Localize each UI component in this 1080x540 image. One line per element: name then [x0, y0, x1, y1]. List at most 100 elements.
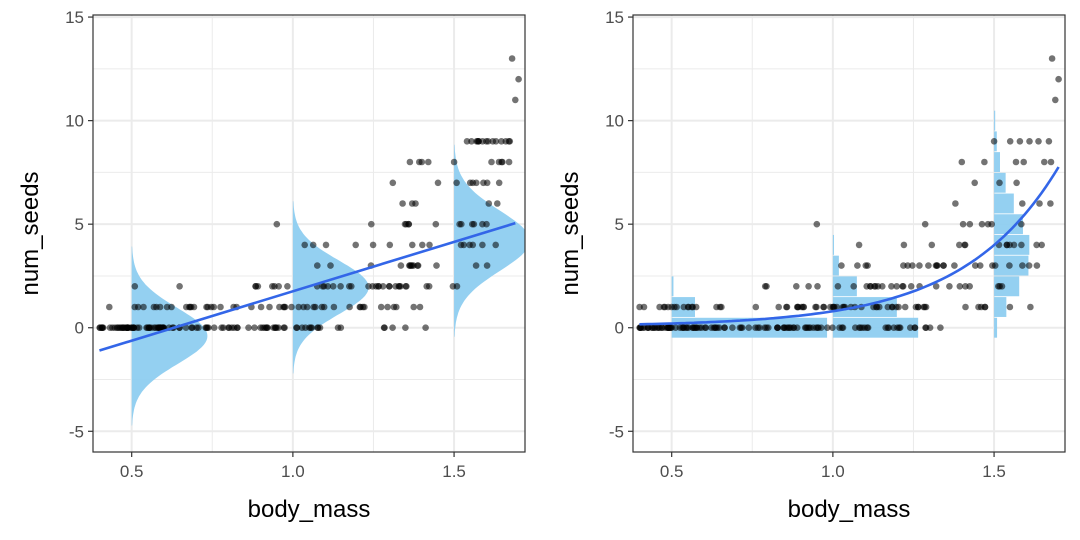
data-point	[966, 220, 974, 228]
data-point	[899, 283, 907, 290]
data-point	[505, 158, 513, 166]
data-point	[857, 324, 864, 332]
data-point	[961, 241, 968, 249]
data-point	[790, 324, 798, 332]
data-point	[106, 324, 114, 332]
data-point	[685, 324, 692, 332]
data-point	[485, 200, 493, 207]
data-point	[1010, 241, 1018, 249]
data-point	[163, 303, 171, 311]
x-tick-label: 0.5	[660, 462, 684, 481]
data-point	[395, 283, 403, 290]
data-point	[259, 324, 267, 332]
data-point	[348, 283, 355, 290]
data-point	[702, 324, 710, 332]
data-point	[301, 241, 309, 249]
data-point	[195, 324, 202, 332]
data-point	[978, 220, 986, 228]
x-axis-title: body_mass	[788, 496, 911, 523]
data-point	[721, 324, 728, 332]
data-point	[271, 324, 279, 332]
data-point	[410, 303, 418, 311]
panel-border	[632, 14, 1066, 453]
data-point	[951, 262, 958, 269]
panel-border	[92, 14, 526, 453]
data-point	[405, 220, 412, 228]
data-point	[793, 283, 800, 290]
data-point	[319, 283, 326, 290]
poisson-bar	[994, 317, 998, 338]
data-point	[738, 324, 746, 332]
data-point	[752, 303, 760, 311]
data-point	[895, 303, 902, 311]
data-point	[928, 241, 936, 249]
data-point	[492, 138, 500, 145]
data-point	[988, 220, 995, 228]
data-point	[418, 158, 426, 166]
data-point	[182, 324, 190, 332]
data-point	[1018, 241, 1025, 249]
data-point	[658, 324, 666, 332]
data-point	[419, 241, 426, 249]
data-point	[1047, 158, 1055, 166]
y-tick-label: 15	[65, 8, 84, 27]
data-point	[245, 324, 252, 332]
x-axis: 0.5 1.0 1.5	[120, 452, 466, 481]
data-point	[876, 303, 883, 311]
data-point	[208, 303, 215, 311]
data-point	[780, 324, 788, 332]
data-point	[888, 303, 896, 311]
data-point	[920, 303, 927, 311]
data-point	[386, 241, 394, 249]
poisson-bar	[994, 297, 1007, 317]
data-point	[654, 324, 661, 332]
data-point	[434, 179, 442, 187]
data-point	[765, 324, 772, 332]
data-point	[96, 324, 104, 332]
data-point	[309, 241, 317, 249]
data-point	[188, 324, 195, 332]
data-point	[145, 324, 153, 332]
x-axis: 0.5 1.0 1.5	[660, 452, 1006, 481]
data-point	[479, 241, 486, 249]
fit-line	[99, 221, 516, 352]
data-point	[457, 241, 465, 249]
data-point	[815, 324, 822, 332]
poisson-bar	[994, 110, 996, 131]
data-point	[981, 158, 988, 166]
data-point	[774, 324, 782, 332]
data-point	[998, 283, 1006, 290]
data-point	[384, 303, 391, 311]
data-point	[479, 220, 486, 228]
data-point	[453, 179, 460, 187]
data-point	[409, 241, 416, 249]
data-point	[433, 262, 440, 269]
data-point	[814, 283, 821, 290]
poisson-bar	[832, 255, 839, 276]
y-axis-title: num_seeds	[557, 171, 584, 295]
data-point	[352, 241, 360, 249]
data-point	[466, 179, 474, 187]
data-point	[280, 303, 287, 311]
data-point	[1048, 55, 1056, 62]
data-point	[656, 303, 663, 311]
data-point	[981, 303, 989, 311]
data-point	[375, 283, 382, 290]
data-point	[855, 241, 863, 249]
data-point	[377, 303, 385, 311]
poisson-bar	[671, 276, 674, 297]
data-point	[1038, 241, 1045, 249]
data-point	[322, 241, 330, 249]
data-point	[909, 262, 916, 269]
data-point	[718, 303, 725, 311]
data-point	[907, 283, 915, 290]
data-point	[813, 303, 820, 311]
data-point	[1018, 220, 1025, 228]
data-point	[422, 324, 429, 332]
fit-line	[639, 166, 1060, 326]
x-tick-label: 1.5	[442, 462, 466, 481]
data-point	[1033, 241, 1040, 249]
data-point	[926, 324, 934, 332]
data-point	[402, 283, 410, 290]
